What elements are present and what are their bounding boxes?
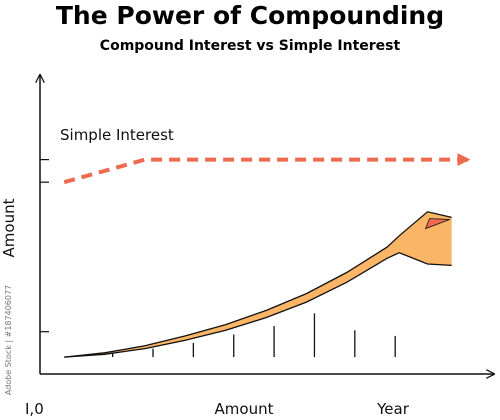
simple-interest-annotation: Simple Interest	[60, 126, 174, 144]
y-axis-label: Amount	[0, 198, 18, 257]
origin-label: I,0	[25, 400, 44, 418]
simple-interest-line	[63, 153, 471, 185]
compound-lower-line	[64, 251, 452, 358]
chart-title: The Power of Compounding	[56, 1, 444, 30]
compound-band-area	[64, 211, 452, 358]
x-axis-label: Amount	[215, 400, 274, 418]
compound-upper-line	[64, 211, 452, 358]
x-axis-end-label: Year	[376, 400, 410, 418]
chart-marks	[40, 153, 471, 358]
side-credit-text: Adobe Stock | #187406077	[4, 285, 13, 395]
compound-accent-wedge	[424, 218, 450, 230]
chart-subtitle: Compound Interest vs Simple Interest	[100, 38, 401, 54]
